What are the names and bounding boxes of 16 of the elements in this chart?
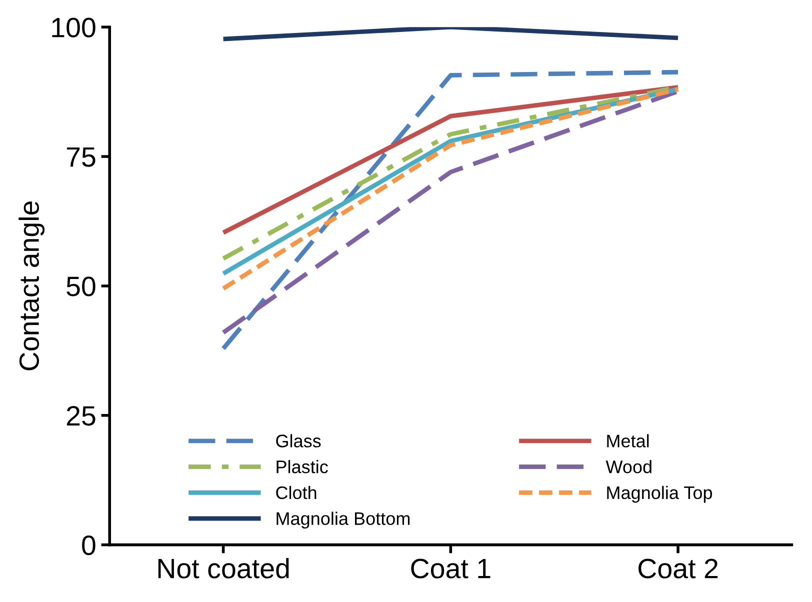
legend-label: Magnolia Bottom bbox=[276, 512, 410, 529]
x-tick-label: Coat 1 bbox=[411, 558, 490, 578]
y-tick-label: 75 bbox=[66, 147, 96, 167]
y-tick-label: 25 bbox=[66, 406, 96, 426]
x-tick-label: Coat 2 bbox=[638, 558, 718, 578]
legend-label: Cloth bbox=[276, 486, 316, 500]
y-tick-label: 50 bbox=[66, 276, 96, 296]
legend-label: Magnolia Top bbox=[607, 486, 712, 503]
legend-label: Glass bbox=[276, 434, 321, 448]
y-tick-label: 100 bbox=[52, 18, 96, 38]
legend-label: Wood bbox=[606, 460, 652, 474]
legend-label: Plastic bbox=[276, 460, 328, 474]
y-axis-title: Contact angle bbox=[18, 201, 45, 370]
y-tick-label: 0 bbox=[82, 535, 96, 556]
legend-label: Metal bbox=[607, 434, 649, 448]
x-tick-label: Not coated bbox=[158, 558, 289, 578]
